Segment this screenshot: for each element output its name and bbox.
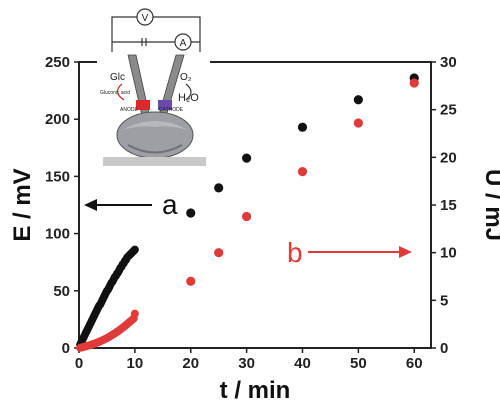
inset-base bbox=[103, 157, 206, 166]
y-left-axis-title: E / mV bbox=[9, 168, 36, 241]
gluconic-acid-label: Gluconic acid bbox=[100, 90, 130, 96]
inset-schematic: V A Glc O₂ Gluconic acid H₂O ANODE CATHO… bbox=[97, 5, 210, 172]
inset-wire bbox=[111, 16, 201, 52]
series-b-point bbox=[409, 78, 419, 88]
organism-shading-2 bbox=[127, 144, 183, 154]
organism-shading bbox=[122, 121, 188, 130]
anode-tip bbox=[136, 100, 150, 110]
y-right-axis-title: U / mJ bbox=[480, 169, 500, 241]
ammeter-icon bbox=[174, 33, 192, 51]
voltmeter-label: V bbox=[142, 13, 149, 24]
annotation-a-label: a bbox=[162, 189, 178, 220]
series-b-point bbox=[297, 167, 308, 177]
organism-body bbox=[116, 111, 194, 159]
cathode-label: CATHODE bbox=[159, 107, 184, 113]
x-tick-label: 30 bbox=[238, 355, 255, 372]
cathode-tip bbox=[158, 100, 172, 110]
y-right-tick-label: 10 bbox=[440, 245, 457, 262]
annotation-b-label: b bbox=[287, 237, 303, 268]
series-b-point bbox=[242, 211, 252, 222]
series-b-point bbox=[130, 309, 139, 318]
x-tick-label: 10 bbox=[127, 355, 144, 372]
x-tick-label: 0 bbox=[75, 355, 83, 372]
series-a-point bbox=[130, 245, 139, 254]
arrow-a-head bbox=[84, 199, 97, 211]
x-tick-label: 50 bbox=[350, 355, 367, 372]
y-right-ticks: 0 5 10 15 20 25 30 bbox=[431, 54, 457, 357]
anode-reaction-arrow bbox=[116, 83, 125, 101]
x-tick-label: 20 bbox=[182, 355, 199, 372]
glucose-label: Glc bbox=[110, 72, 125, 83]
y-right-tick-label: 15 bbox=[440, 197, 457, 214]
annotation-b: b bbox=[287, 237, 412, 268]
y-right-tick-label: 25 bbox=[440, 102, 457, 119]
y-right-tick-label: 20 bbox=[440, 149, 457, 166]
annotation-a: a bbox=[84, 189, 178, 220]
y-left-tick-label: 200 bbox=[45, 111, 70, 128]
series-a-point bbox=[242, 153, 252, 163]
y-left-tick-label: 0 bbox=[62, 340, 70, 357]
x-ticks: 0 10 20 30 40 50 60 bbox=[75, 348, 423, 372]
y-left-ticks: 0 50 100 150 200 250 bbox=[45, 54, 79, 357]
series-b-point bbox=[214, 248, 224, 258]
cathode-reaction-arrow bbox=[185, 83, 192, 101]
y-right-tick-label: 5 bbox=[440, 292, 448, 309]
series-a-point bbox=[353, 95, 363, 105]
series-a-point bbox=[186, 208, 196, 218]
x-axis-title: t / min bbox=[220, 377, 291, 404]
y-right-tick-label: 30 bbox=[440, 54, 457, 71]
x-tick-label: 40 bbox=[294, 355, 311, 372]
series-b bbox=[76, 78, 419, 352]
anode-label: ANODE bbox=[120, 107, 138, 113]
arrow-b-head bbox=[399, 246, 412, 258]
series-a-point bbox=[297, 122, 308, 132]
y-left-tick-label: 50 bbox=[53, 283, 70, 300]
x-tick-label: 60 bbox=[406, 355, 423, 372]
series-b-point bbox=[186, 276, 196, 286]
y-left-tick-label: 250 bbox=[45, 54, 70, 71]
y-left-tick-label: 150 bbox=[45, 168, 70, 185]
y-left-tick-label: 100 bbox=[45, 226, 70, 243]
oxygen-label: O₂ bbox=[180, 72, 192, 83]
series-b-point bbox=[353, 118, 363, 128]
y-right-tick-label: 0 bbox=[440, 340, 448, 357]
voltmeter-icon bbox=[136, 8, 154, 26]
ammeter-label: A bbox=[180, 38, 187, 49]
series-a-point bbox=[214, 183, 224, 193]
